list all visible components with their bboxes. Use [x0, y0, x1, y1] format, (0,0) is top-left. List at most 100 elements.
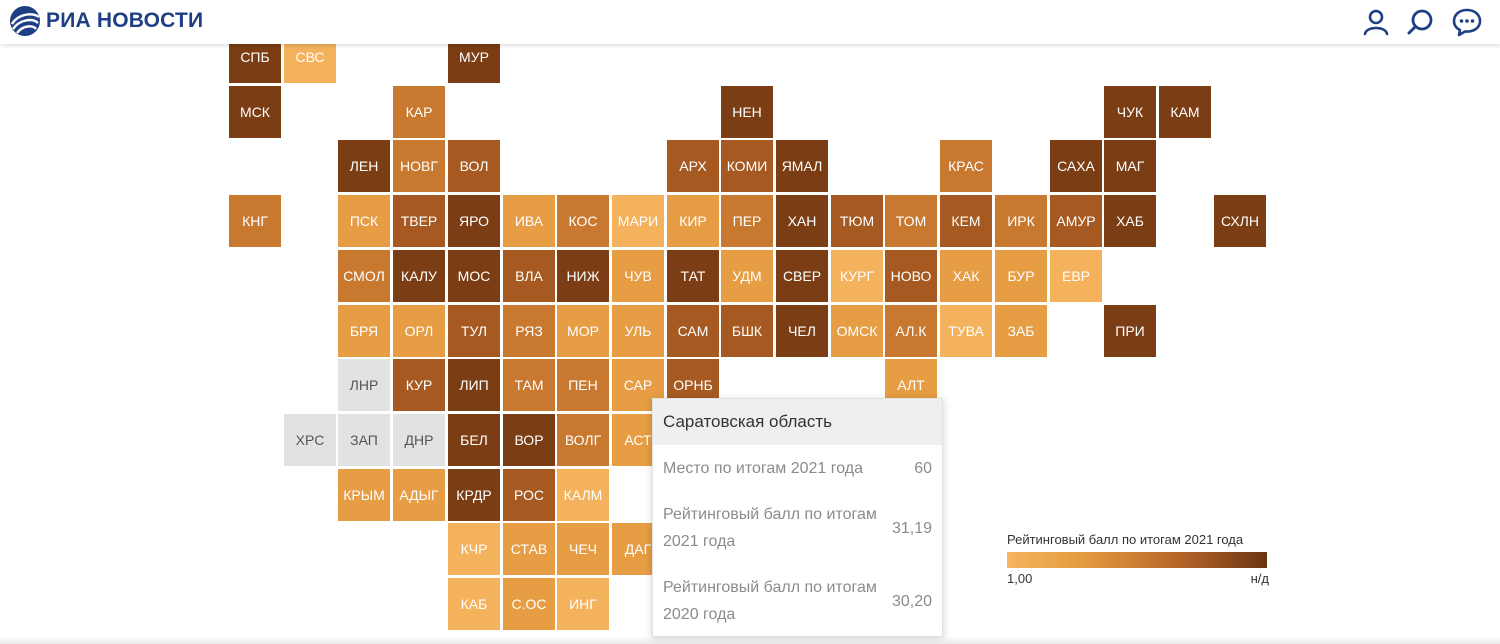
- region-tile[interactable]: КРДР: [448, 469, 500, 521]
- region-tile[interactable]: ЗАБ: [995, 305, 1047, 357]
- region-tile[interactable]: МОС: [448, 250, 500, 302]
- region-tile[interactable]: ТВЕР: [393, 195, 445, 247]
- region-tile[interactable]: ВОЛГ: [557, 414, 609, 466]
- region-tile[interactable]: ЗАП: [338, 414, 390, 466]
- region-tile[interactable]: АРХ: [667, 140, 719, 192]
- region-tile[interactable]: ХАН: [776, 195, 828, 247]
- region-tile[interactable]: НОВГ: [393, 140, 445, 192]
- region-tile[interactable]: РОС: [503, 469, 555, 521]
- tooltip-value: 60: [914, 460, 932, 477]
- site-logo[interactable]: РИА НОВОСТИ: [8, 4, 203, 38]
- tooltip-row-score-2020: Рейтинговый балл по итогам 2020 года 30,…: [663, 574, 932, 628]
- region-tile[interactable]: КОМИ: [721, 140, 773, 192]
- region-tile[interactable]: ВОЛ: [448, 140, 500, 192]
- region-tile[interactable]: КАМ: [1159, 86, 1211, 138]
- region-tile[interactable]: САМ: [667, 305, 719, 357]
- region-tile[interactable]: КРЫМ: [338, 469, 390, 521]
- region-tile[interactable]: КАР: [393, 86, 445, 138]
- region-tile[interactable]: БРЯ: [338, 305, 390, 357]
- region-tile[interactable]: ТОМ: [885, 195, 937, 247]
- region-tile[interactable]: МАГ: [1104, 140, 1156, 192]
- region-tile[interactable]: МОР: [557, 305, 609, 357]
- region-tile[interactable]: ТАМ: [503, 359, 555, 411]
- region-tile[interactable]: КУР: [393, 359, 445, 411]
- region-tile[interactable]: КАБ: [448, 578, 500, 630]
- region-tile[interactable]: ПЕР: [721, 195, 773, 247]
- tooltip-value: 31,19: [891, 519, 932, 537]
- region-tile[interactable]: КАЛУ: [393, 250, 445, 302]
- region-tile[interactable]: ЧЕЛ: [776, 305, 828, 357]
- region-tile[interactable]: ОРЛ: [393, 305, 445, 357]
- region-tile[interactable]: ИНГ: [557, 578, 609, 630]
- region-tile[interactable]: ЧУК: [1104, 86, 1156, 138]
- region-tile[interactable]: ХАК: [940, 250, 992, 302]
- region-tile[interactable]: АДЫГ: [393, 469, 445, 521]
- region-tile[interactable]: УДМ: [721, 250, 773, 302]
- region-tile[interactable]: СВЕР: [776, 250, 828, 302]
- region-tile[interactable]: ЧЕЧ: [557, 523, 609, 575]
- region-tile[interactable]: СМОЛ: [338, 250, 390, 302]
- region-tile[interactable]: ВЛА: [503, 250, 555, 302]
- region-tile[interactable]: ДНР: [393, 414, 445, 466]
- site-header: РИА НОВОСТИ: [0, 0, 1500, 44]
- region-tile[interactable]: ХРС: [284, 414, 336, 466]
- region-tile[interactable]: ТУЛ: [448, 305, 500, 357]
- region-tile[interactable]: ПЕН: [557, 359, 609, 411]
- globe-logo-icon: [8, 4, 42, 38]
- region-tile[interactable]: С.ОС: [503, 578, 555, 630]
- region-tile[interactable]: ЕВР: [1050, 250, 1102, 302]
- tooltip-row-place-2021: Место по итогам 2021 года 60: [663, 455, 932, 482]
- region-tile[interactable]: ЛНР: [338, 359, 390, 411]
- region-tile[interactable]: НЕН: [721, 86, 773, 138]
- region-tile[interactable]: САХА: [1050, 140, 1102, 192]
- region-tile[interactable]: НИЖ: [557, 250, 609, 302]
- region-tile[interactable]: КЧР: [448, 523, 500, 575]
- legend-gradient-bar: [1007, 552, 1267, 568]
- region-tile[interactable]: ИВА: [503, 195, 555, 247]
- chat-icon[interactable]: [1451, 6, 1483, 38]
- region-tile[interactable]: МАРИ: [612, 195, 664, 247]
- region-tile[interactable]: ЛИП: [448, 359, 500, 411]
- region-tile[interactable]: ПРИ: [1104, 305, 1156, 357]
- region-tile[interactable]: БЕЛ: [448, 414, 500, 466]
- region-tile[interactable]: ВОР: [503, 414, 555, 466]
- region-tile[interactable]: КАЛМ: [557, 469, 609, 521]
- region-tile[interactable]: ТЮМ: [831, 195, 883, 247]
- user-icon[interactable]: [1360, 6, 1392, 38]
- search-icon[interactable]: [1405, 6, 1437, 38]
- region-tile[interactable]: АЛ.К: [885, 305, 937, 357]
- tooltip-label: Рейтинговый балл по итогам 2020 года: [663, 579, 877, 623]
- legend-ticks: 1,00 н/д: [1007, 571, 1269, 586]
- region-tile[interactable]: КУРГ: [831, 250, 883, 302]
- region-tile[interactable]: СТАВ: [503, 523, 555, 575]
- color-legend: Рейтинговый балл по итогам 2021 года 1,0…: [1007, 530, 1269, 586]
- region-tile[interactable]: КНГ: [229, 195, 281, 247]
- region-tile[interactable]: МСК: [229, 86, 281, 138]
- region-tile[interactable]: УЛЬ: [612, 305, 664, 357]
- region-tile[interactable]: ХАБ: [1104, 195, 1156, 247]
- region-tile[interactable]: ИРК: [995, 195, 1047, 247]
- region-tile[interactable]: КИР: [667, 195, 719, 247]
- tooltip-row-score-2021: Рейтинговый балл по итогам 2021 года 31,…: [663, 501, 932, 555]
- region-tile[interactable]: БУР: [995, 250, 1047, 302]
- tooltip-label: Место по итогам 2021 года: [663, 460, 864, 477]
- region-tile[interactable]: ЯМАЛ: [776, 140, 828, 192]
- region-tile[interactable]: НОВО: [885, 250, 937, 302]
- region-tile[interactable]: КОС: [557, 195, 609, 247]
- region-tile[interactable]: БШК: [721, 305, 773, 357]
- region-tile[interactable]: АМУР: [1050, 195, 1102, 247]
- region-tile[interactable]: КРАС: [940, 140, 992, 192]
- region-tile[interactable]: ЯРО: [448, 195, 500, 247]
- legend-min-label: 1,00: [1007, 571, 1033, 586]
- region-tile[interactable]: ОМСК: [831, 305, 883, 357]
- region-tile[interactable]: ЛЕН: [338, 140, 390, 192]
- legend-max-label: н/д: [1250, 571, 1269, 586]
- region-tile[interactable]: ТУВА: [940, 305, 992, 357]
- region-tile[interactable]: ПСК: [338, 195, 390, 247]
- region-tile[interactable]: КЕМ: [940, 195, 992, 247]
- region-tile[interactable]: ТАТ: [667, 250, 719, 302]
- region-tile[interactable]: РЯЗ: [503, 305, 555, 357]
- tooltip-value: 30,20: [891, 592, 932, 610]
- region-tile[interactable]: СХЛН: [1214, 195, 1266, 247]
- region-tile[interactable]: ЧУВ: [612, 250, 664, 302]
